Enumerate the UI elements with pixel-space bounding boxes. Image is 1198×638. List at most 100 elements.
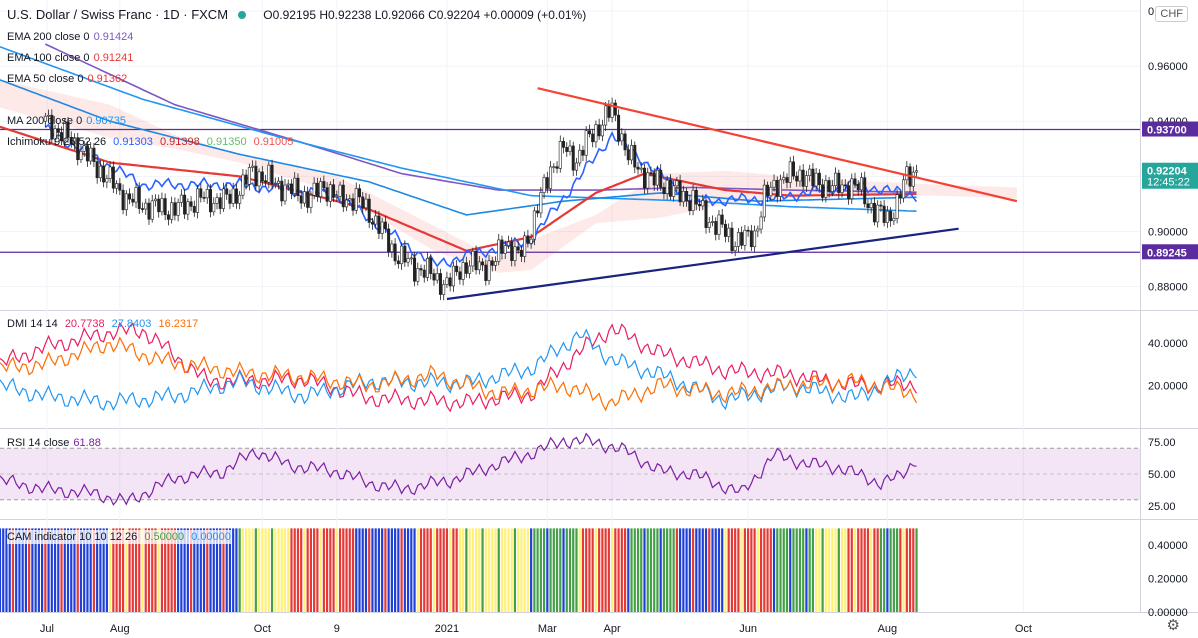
gear-icon[interactable]: ⚙ [1166,617,1180,634]
cam-bar [423,528,426,612]
cam-bar [134,528,138,612]
candle-body [241,174,245,196]
candle-body [704,200,708,228]
cam-bar [740,528,743,612]
legend-ichimoku[interactable]: Ichimoku 9 26 52 26 0.91303 0.91398 0.91… [7,135,293,149]
cam-bar [215,528,219,612]
cam-bar [189,528,193,612]
candle-body [419,268,423,271]
cam-bar [756,528,759,612]
candle-body [610,102,614,118]
candle-body [325,187,329,202]
legend-ma200[interactable]: MA 200 close 0 0.90735 [7,114,126,128]
candle-body [743,229,747,246]
cam-bar [338,528,342,612]
candle-body [338,184,342,197]
cam-bar [445,528,449,612]
legend-rsi[interactable]: RSI 14 close 61.88 [7,436,101,450]
candle-body [915,170,919,173]
cam-bar [83,528,86,612]
candle-body [477,261,481,271]
cam-bar [500,528,504,612]
candle-body [885,210,889,223]
candle-body [523,235,527,257]
cam-bar [572,528,575,612]
candle-body [759,216,763,230]
candle-body [604,105,608,126]
cam-bar [287,528,290,612]
cam-bar [471,528,474,612]
cam-bar [672,528,675,612]
cam-bar [37,528,40,612]
cam-bar [743,528,746,612]
candle-body [319,181,323,198]
candle-body [435,273,439,281]
candle-body [273,183,277,185]
cam-bar [611,528,614,612]
cam-bar [539,528,542,612]
candle-body [785,177,789,183]
cam-bar [358,528,361,612]
price-label-0: 0.93700 [1147,125,1187,137]
cam-bar [157,528,160,612]
cam-bar [2,528,5,612]
cam-bar [209,528,212,612]
cam-bar [8,528,11,612]
cam-bar [685,528,688,612]
cam-bar [436,528,439,612]
cam-bar [426,528,429,612]
cam-bar [549,528,552,612]
candle-body [393,243,397,262]
candle-body [578,149,582,164]
symbol-title[interactable]: U.S. Dollar / Swiss Franc · 1D · FXCM [7,7,229,22]
candle-body [552,166,556,168]
cam-bar [115,528,118,612]
cam-bar [355,528,358,612]
candle-body [672,185,676,197]
candle-body [681,190,685,203]
candle-body [898,194,902,199]
cam-bar [0,528,2,612]
dmi-minus-line [0,328,917,411]
candle-body [60,132,64,142]
legend-cam[interactable]: CAM indicator 10 10 12 26 0.50000 0.0000… [7,530,231,544]
candle-body [315,182,319,198]
cam-bar [727,528,730,612]
candle-body [494,261,498,266]
x-tick-label-9: Oct [1015,623,1032,635]
cam-bar [60,528,63,612]
candle-body [636,166,640,170]
cam-bar [99,528,102,612]
cam-bar [533,528,536,612]
cam-bar [57,528,60,612]
cam-bar [293,528,296,612]
legend-dmi[interactable]: DMI 14 14 20.7738 27.8403 16.2317 [7,317,198,331]
legend-ema200-label: EMA 200 close 0 [7,31,90,43]
cam-bar [669,528,672,612]
cam-bar [371,528,374,612]
cam-bar [889,528,892,612]
legend-ema50[interactable]: EMA 50 close 0 0.91362 [7,72,127,86]
legend-ema100-value: 0.91241 [93,52,134,64]
currency-selector[interactable]: CHF [1155,6,1188,22]
candle-body [82,145,86,152]
legend-ichimoku-label: Ichimoku 9 26 52 26 [7,136,107,148]
candle-body [788,161,792,183]
cam-bar [125,528,128,612]
cam-bar [802,528,805,612]
cam-bar [604,528,607,612]
legend-ema100[interactable]: EMA 100 close 0 0.91241 [7,51,133,65]
cam-bar [374,528,377,612]
legend-dmi-plus: 20.7738 [64,318,105,330]
candle-body [490,260,494,266]
candle-body [383,221,387,230]
candle-body [733,246,737,251]
candle-body [85,145,89,162]
candle-body [137,187,141,209]
candle-body [348,198,352,201]
cam-bar [831,528,834,612]
candle-body [89,147,93,162]
legend-ema200[interactable]: EMA 200 close 0 0.91424 [7,30,133,44]
candle-body [111,166,115,189]
